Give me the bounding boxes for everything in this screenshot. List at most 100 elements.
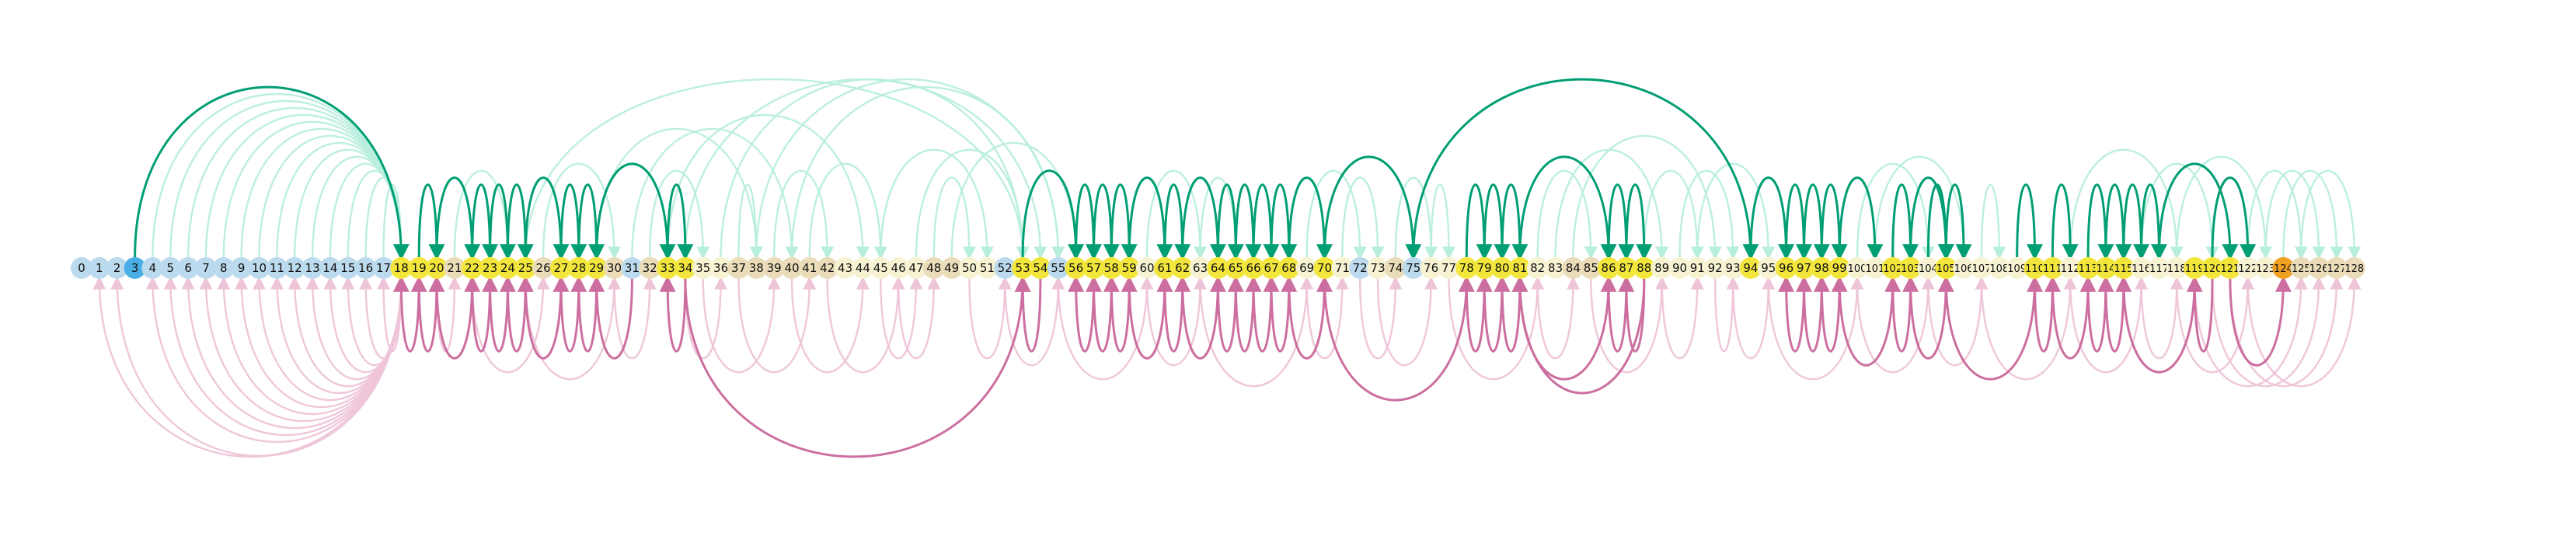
- edge-strong-down-24-23: [482, 275, 509, 353]
- node-label-51: 51: [980, 261, 995, 275]
- node-97: 97: [1793, 257, 1815, 279]
- edge-strong-down-105-103: [1902, 275, 1947, 360]
- node-label-0: 0: [78, 261, 85, 275]
- node-label-95: 95: [1761, 261, 1776, 275]
- node-circle-26: [532, 257, 555, 279]
- node-32: 32: [639, 257, 661, 279]
- node-circle-7: [195, 257, 217, 279]
- node-circle-19: [408, 257, 430, 279]
- node-125: 125: [2290, 257, 2313, 279]
- edge-strong-up-22-23: [471, 183, 499, 261]
- node-circle-49: [940, 257, 963, 279]
- edge-strong-down-23-22: [464, 275, 492, 353]
- node-label-34: 34: [678, 261, 692, 275]
- node-circle-36: [709, 257, 732, 279]
- node-circle-5: [159, 257, 182, 279]
- edge-strong-up-87-88: [1625, 183, 1653, 261]
- node-label-59: 59: [1122, 261, 1137, 275]
- edge-strong-up-59-61: [1128, 176, 1173, 261]
- node-label-7: 7: [202, 261, 210, 275]
- node-circle-96: [1775, 257, 1797, 279]
- node-78: 78: [1455, 257, 1478, 279]
- node-circle-83: [1544, 257, 1567, 279]
- edge-strong-down-68-67: [1263, 275, 1291, 353]
- edge-faint-up-101-106: [1874, 155, 1971, 260]
- node-circle-120: [2201, 257, 2223, 279]
- node-124: 124: [2272, 257, 2295, 279]
- node-label-8: 8: [220, 261, 228, 275]
- node-18: 18: [390, 257, 413, 279]
- node-label-3: 3: [131, 261, 139, 275]
- node-circle-44: [852, 257, 874, 279]
- node-15: 15: [336, 257, 359, 279]
- node-47: 47: [905, 257, 927, 279]
- edge-strong-up-102-103: [1891, 183, 1919, 261]
- node-label-119: 119: [2185, 263, 2205, 275]
- edge-faint-down-112-116: [2069, 276, 2148, 374]
- node-label-35: 35: [695, 261, 710, 275]
- edge-strong-up-56-57: [1075, 183, 1102, 261]
- node-label-57: 57: [1086, 261, 1101, 275]
- node-52: 52: [994, 257, 1016, 279]
- node-circle-46: [887, 257, 910, 279]
- edge-strong-down-66-65: [1227, 275, 1255, 353]
- node-circle-112: [2059, 257, 2082, 279]
- edge-faint-down-42-46: [826, 276, 905, 374]
- node-35: 35: [692, 257, 714, 279]
- node-3: 3: [124, 257, 146, 279]
- node-label-11: 11: [270, 261, 284, 275]
- edge-strong-down-67-66: [1245, 275, 1273, 353]
- edge-strong-up-99-101: [1838, 176, 1884, 261]
- node-57: 57: [1082, 257, 1105, 279]
- node-label-81: 81: [1512, 261, 1527, 275]
- node-9: 9: [230, 257, 253, 279]
- edge-faint-down-18-2: [110, 276, 403, 458]
- edge-strong-up-105-106: [1944, 183, 1972, 261]
- node-2: 2: [106, 257, 128, 279]
- node-circle-114: [2094, 257, 2117, 279]
- node-circle-34: [674, 257, 696, 279]
- node-circle-104: [1917, 257, 1940, 279]
- edge-faint-down-107-112: [1980, 276, 2077, 381]
- node-90: 90: [1668, 257, 1691, 279]
- edge-strong-up-80-81: [1501, 183, 1529, 261]
- edge-faint-down-69-71: [1305, 276, 1349, 360]
- edge-faint-up-125-128: [2300, 169, 2362, 260]
- node-circle-116: [2130, 257, 2152, 279]
- edge-strong-down-120-119: [2186, 275, 2214, 353]
- node-113: 113: [2077, 257, 2100, 279]
- node-85: 85: [1580, 257, 1602, 279]
- edge-strong-down-54-53: [1014, 275, 1042, 353]
- node-115: 115: [2112, 257, 2135, 279]
- node-41: 41: [798, 257, 821, 279]
- node-43: 43: [834, 257, 856, 279]
- node-label-1: 1: [96, 261, 103, 275]
- faint-edges: [92, 78, 2362, 458]
- edge-strong-up-81-86: [1518, 155, 1617, 261]
- node-label-33: 33: [661, 261, 675, 275]
- edge-strong-up-78-79: [1465, 183, 1493, 261]
- edge-faint-up-45-51: [880, 148, 994, 260]
- node-label-36: 36: [713, 261, 728, 275]
- node-label-58: 58: [1104, 261, 1119, 275]
- node-circle-48: [922, 257, 945, 279]
- node-circle-40: [781, 257, 803, 279]
- node-circle-27: [550, 257, 572, 279]
- node-8: 8: [212, 257, 235, 279]
- node-label-69: 69: [1299, 261, 1314, 275]
- node-label-27: 27: [553, 261, 568, 275]
- edge-faint-down-30-32: [613, 276, 657, 360]
- node-39: 39: [763, 257, 786, 279]
- node-circle-101: [1863, 257, 1886, 279]
- node-label-79: 79: [1477, 261, 1492, 275]
- node-label-62: 62: [1175, 261, 1190, 275]
- node-circle-62: [1171, 257, 1194, 279]
- node-0: 0: [71, 257, 92, 279]
- node-48: 48: [922, 257, 945, 279]
- edge-faint-down-55-60: [1057, 276, 1154, 381]
- edge-strong-up-96-97: [1785, 183, 1812, 261]
- node-71: 71: [1331, 257, 1354, 279]
- edge-strong-down-31-29: [588, 275, 633, 360]
